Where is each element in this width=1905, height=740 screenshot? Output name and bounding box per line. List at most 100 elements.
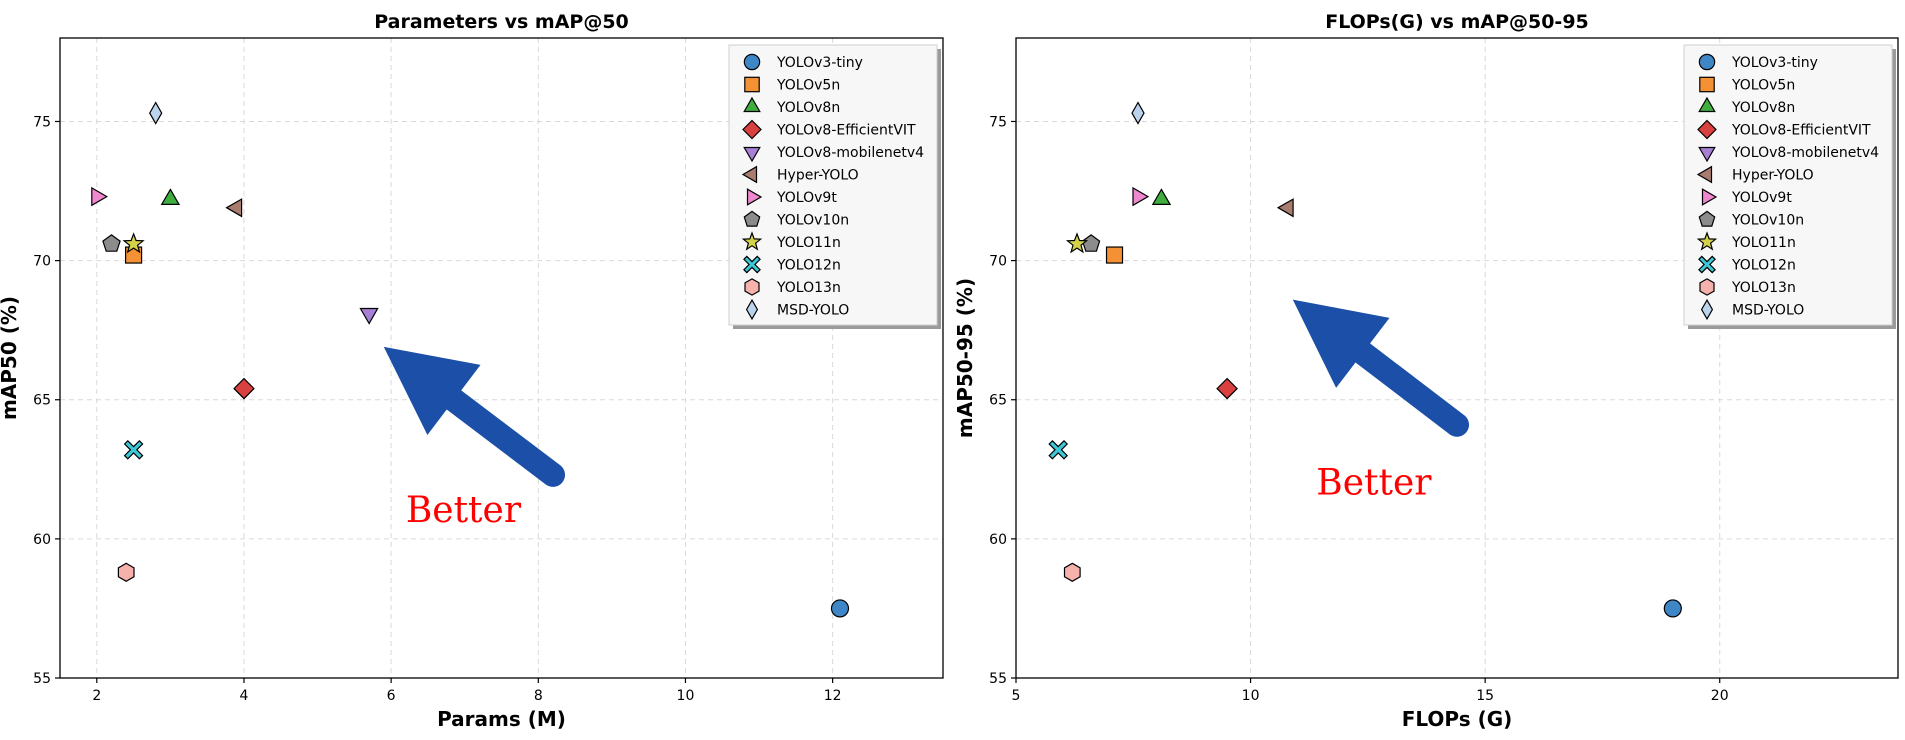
legend-marker-yolov9t [746,188,763,206]
better-label: Better [1316,462,1432,503]
point-msd-yolo [1131,101,1145,125]
legend-marker-yolo11n [741,231,763,251]
legend-marker-yolo12n [743,255,761,274]
legend-label-hyper-yolo: Hyper-YOLO [1732,168,1814,184]
legend-marker-yolo13n [1699,278,1715,296]
legend-label-yolov8n: YOLOv8n [776,100,840,116]
legend-marker-yolov8-efficientvit [742,119,762,140]
legend-label-yolo11n: YOLO11n [776,235,841,251]
legend-marker-yolo12n [1698,255,1716,274]
x-axis-label: Params (M) [437,707,566,731]
legend-box [728,44,938,326]
chart-title: FLOPs(G) vs mAP@50-95 [1325,11,1589,33]
x-tick-label: 10 [1242,688,1260,704]
y-tick-label: 75 [989,114,1007,130]
legend-marker-hyper-yolo [1696,165,1713,184]
chart-title: Parameters vs mAP@50 [374,11,629,33]
better-label: Better [406,490,522,531]
legend-label-yolo13n: YOLO13n [776,280,841,296]
legend-marker-yolov5n [1699,76,1715,93]
y-tick-label: 70 [33,254,51,270]
point-yolov8-mobilenetv4 [359,307,379,325]
legend-label-yolo13n: YOLO13n [1731,280,1796,296]
legend-marker-yolov3-tiny [1698,53,1716,71]
better-arrow-head [1292,299,1390,388]
y-tick-label: 70 [989,254,1007,270]
y-tick-label: 65 [989,393,1007,409]
legend-marker-yolov8-efficientvit [1697,119,1717,140]
point-yolo12n [123,439,144,460]
x-tick-label: 2 [92,688,101,704]
legend-label-yolov8-efficientvit: YOLOv8-EfficientVIT [1731,123,1871,139]
legend-label-yolov3-tiny: YOLOv3-tiny [776,55,863,71]
chart-right: Better 5 10 15 20 55 60 65 70 75 FLOPs(G) vs mAP@5… [953,11,1899,731]
better-arrow-head [383,346,481,435]
legend-label-msd-yolo: MSD-YOLO [777,303,849,319]
point-msd-yolo [149,101,163,125]
legend-label-hyper-yolo: Hyper-YOLO [777,168,859,184]
point-yolo12n [1048,439,1069,460]
legend-label-yolov3-tiny: YOLOv3-tiny [1731,55,1818,71]
legend-marker-msd-yolo [1700,298,1714,321]
point-yolov3-tiny [1663,599,1682,618]
legend-label-yolov5n: YOLOv5n [1731,78,1795,94]
x-tick-label: 15 [1476,688,1494,704]
y-tick-label: 55 [33,671,51,687]
chart-left: Better 2 4 6 8 10 12 55 60 65 70 75 Parameters vs mA… [0,11,944,731]
point-yolov3-tiny [830,599,850,618]
legend-marker-yolov10n [743,210,761,227]
x-tick-label: 6 [387,688,396,704]
point-hyper-yolo [1276,198,1294,218]
legend-label-yolov5n: YOLOv5n [776,78,840,94]
legend-marker-yolo13n [744,278,760,296]
point-hyper-yolo [225,198,243,218]
y-axis-label: mAP50 (%) [0,296,21,420]
x-tick-label: 20 [1711,688,1729,704]
point-yolov8-efficientvit [1216,377,1238,400]
point-yolov10n [102,234,121,252]
y-tick-label: 60 [33,532,51,548]
point-yolov9t [91,186,108,207]
legend-label-yolov8-mobilenetv4: YOLOv8-mobilenetv4 [1731,145,1879,161]
legend-label-yolo11n: YOLO11n [1731,235,1796,251]
plot-frame [59,37,944,679]
legend-marker-yolov5n [744,76,760,93]
legend-marker-yolov9t [1701,188,1718,206]
point-yolov8n [1151,188,1172,205]
legend-label-yolov9t: YOLOv9t [776,190,837,206]
point-yolo13n [117,562,135,582]
point-yolo13n [1063,562,1081,582]
point-yolov9t [1132,186,1150,207]
legend-marker-yolov3-tiny [743,53,761,71]
x-axis-label: FLOPs (G) [1402,707,1513,731]
point-yolo11n [122,232,145,254]
x-tick-label: 8 [534,688,543,704]
legend-label-yolo12n: YOLO12n [776,258,841,274]
legend-label-yolov8-efficientvit: YOLOv8-EfficientVIT [776,123,916,139]
legend-label-yolov9t: YOLOv9t [1731,190,1792,206]
better-arrow-shaft [1346,337,1469,437]
x-tick-label: 10 [677,688,695,704]
point-yolov8n [160,188,181,205]
legend-marker-yolov8n [743,96,761,113]
point-yolov10n [1081,234,1101,252]
legend-marker-yolov8-mobilenetv4 [743,146,761,163]
legend-marker-yolov8n [1698,96,1716,113]
legend-label-msd-yolo: MSD-YOLO [1732,303,1804,319]
point-yolo11n [1065,232,1089,254]
y-tick-label: 55 [989,671,1007,687]
legend-label-yolo12n: YOLO12n [1731,258,1796,274]
legend-marker-yolov8-mobilenetv4 [1698,146,1716,163]
y-tick-label: 60 [989,532,1007,548]
point-yolov8-efficientvit [233,377,255,400]
legend-marker-yolo11n [1696,231,1718,251]
legend-box [1683,44,1893,326]
legend-label-yolov8n: YOLOv8n [1731,100,1795,116]
legend-marker-yolov10n [1698,210,1716,227]
legend-label-yolov10n: YOLOv10n [776,213,849,229]
legend: YOLOv3-tiny YOLOv5n YOLOv8n YOLOv8-Efficien… [1683,44,1896,329]
legend: YOLOv3-tiny YOLOv5n YOLOv8n YOLOv8-Efficien… [728,44,941,329]
legend-marker-msd-yolo [745,298,759,321]
y-tick-label: 75 [33,114,51,130]
y-tick-label: 65 [33,393,51,409]
